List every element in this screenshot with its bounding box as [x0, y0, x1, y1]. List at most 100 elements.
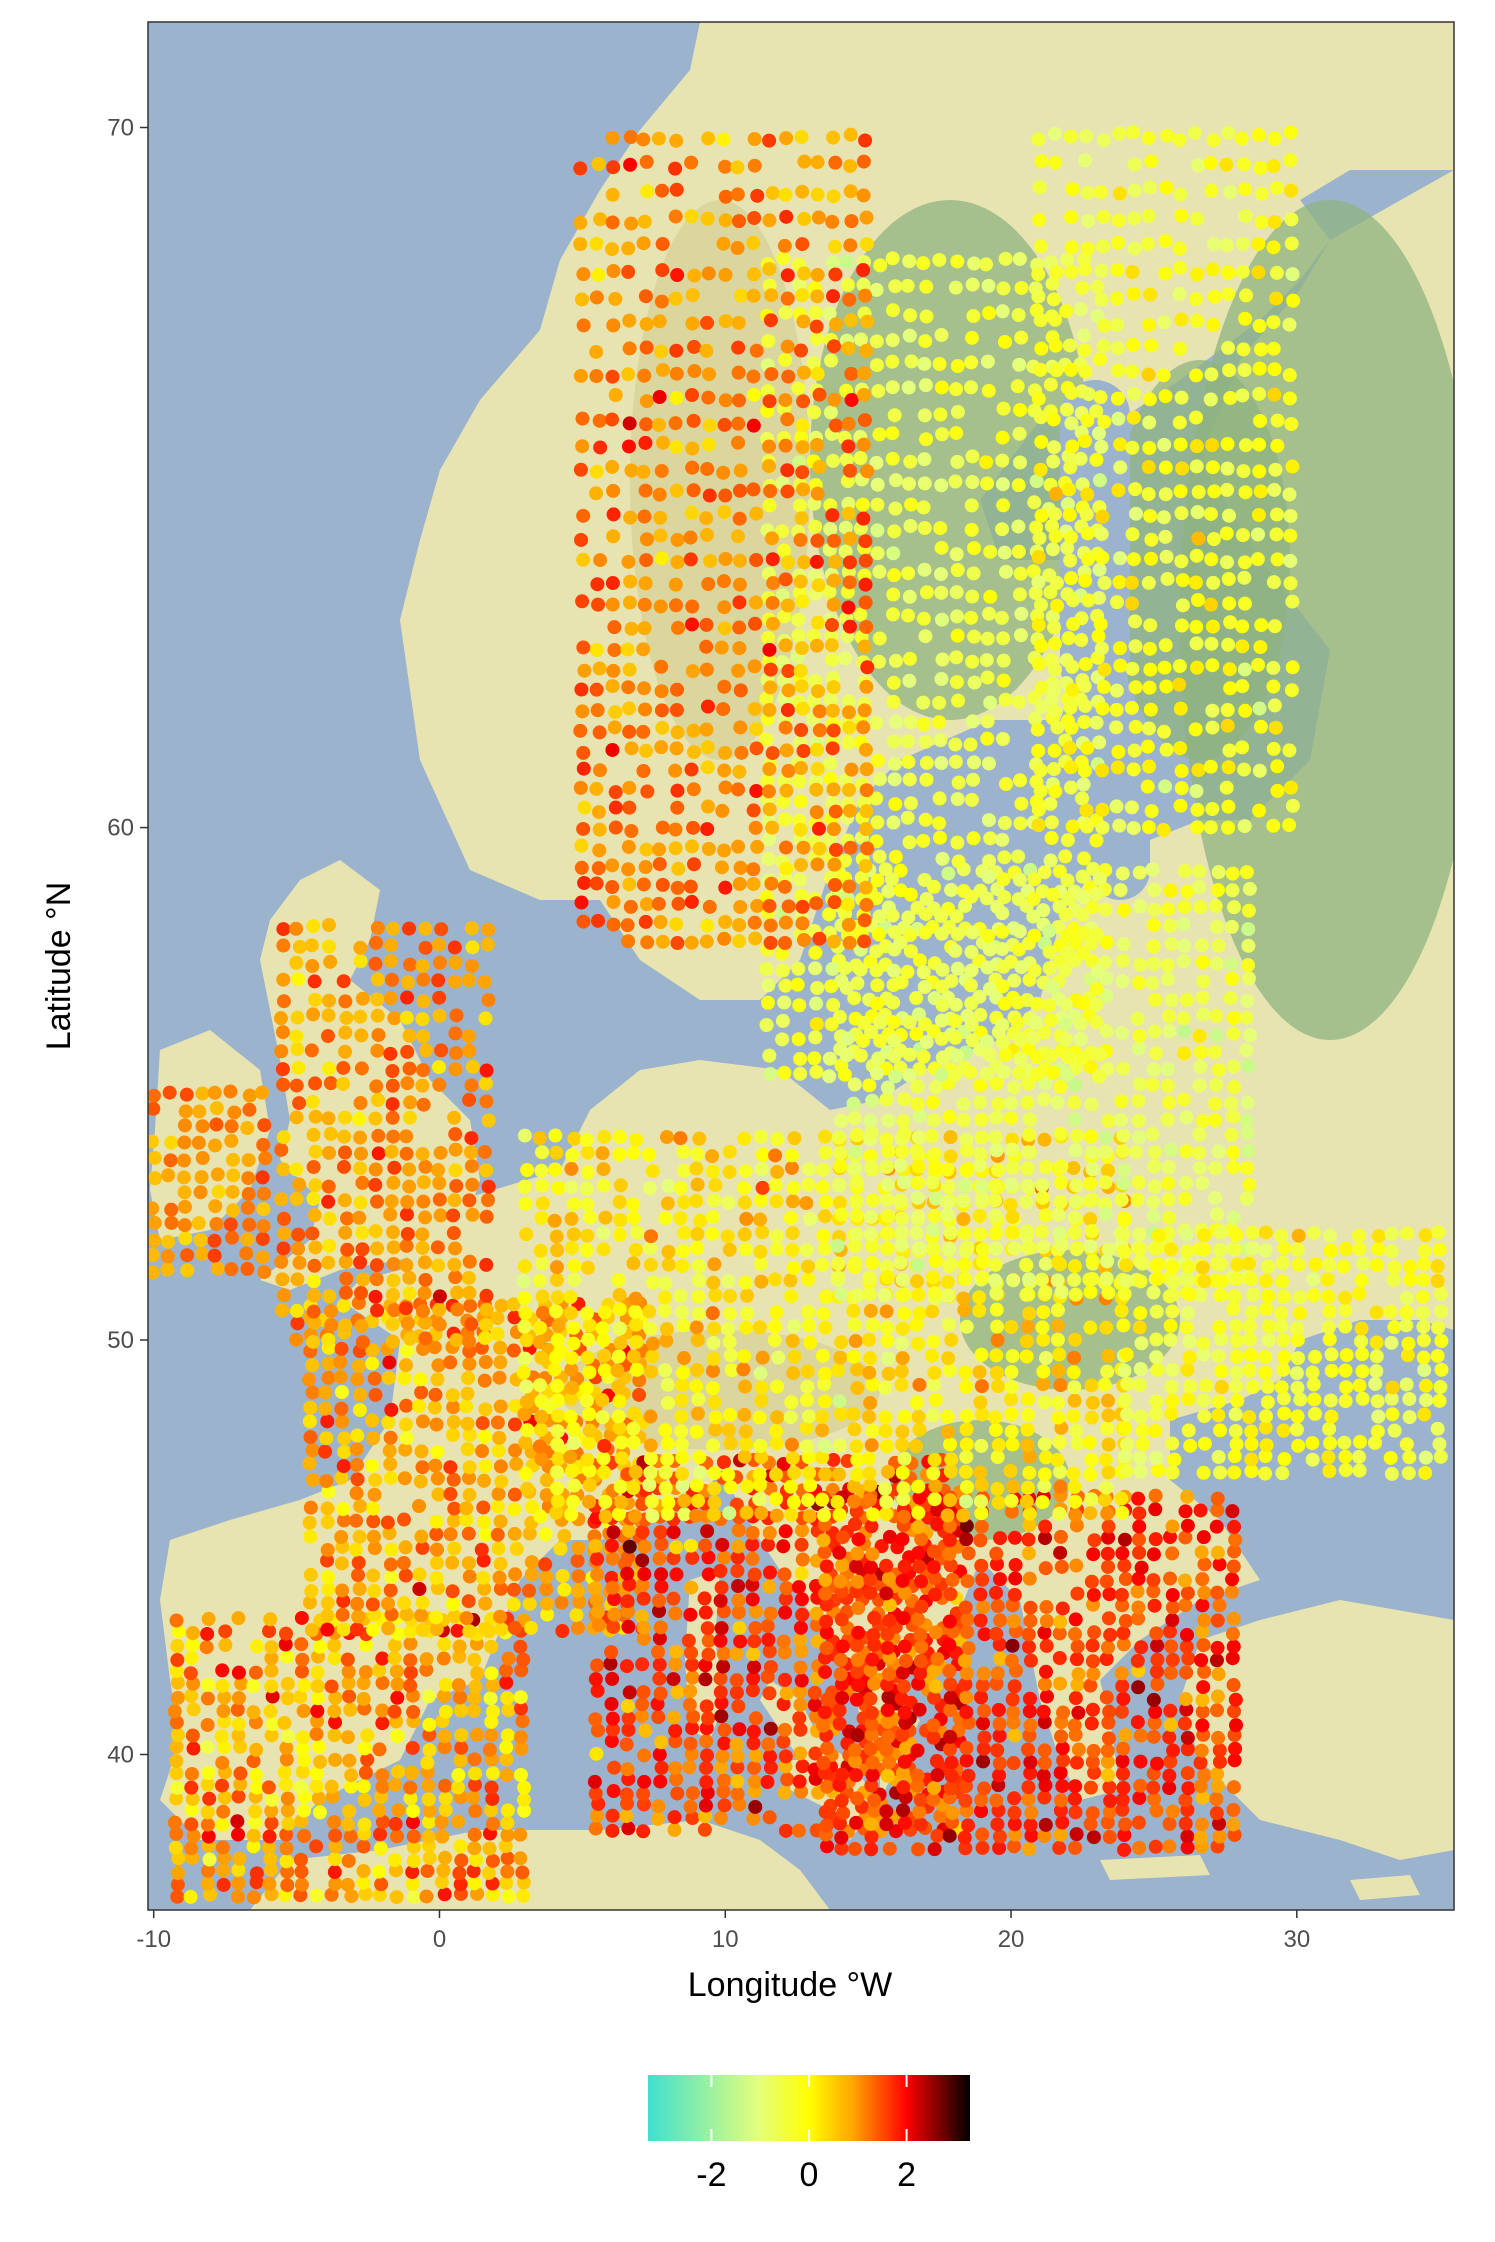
- station-point: [231, 1611, 246, 1626]
- station-point: [368, 1111, 383, 1126]
- station-point: [763, 1760, 778, 1775]
- station-point: [620, 1604, 635, 1619]
- station-point: [959, 1740, 974, 1755]
- station-point: [993, 1572, 1008, 1587]
- station-point: [433, 1145, 448, 1160]
- station-point: [713, 1671, 728, 1686]
- station-point: [1258, 1449, 1273, 1464]
- station-point: [306, 1007, 321, 1022]
- station-point: [964, 1017, 979, 1032]
- station-point: [975, 1840, 990, 1855]
- station-point: [386, 1257, 401, 1272]
- station-point: [778, 1759, 793, 1774]
- station-point: [950, 927, 965, 942]
- station-point: [659, 1322, 674, 1337]
- station-point: [717, 1550, 732, 1565]
- station-point: [926, 1730, 941, 1745]
- station-point: [446, 1400, 461, 1415]
- station-point: [916, 717, 931, 732]
- station-point: [989, 1143, 1004, 1158]
- station-point: [606, 1525, 621, 1540]
- station-point: [481, 1193, 496, 1208]
- station-point: [912, 1490, 927, 1505]
- station-point: [762, 1048, 777, 1063]
- station-point: [776, 251, 791, 266]
- station-point: [674, 1393, 689, 1408]
- station-point: [762, 1810, 777, 1825]
- station-point: [589, 642, 604, 657]
- station-point: [1004, 1653, 1019, 1668]
- station-point: [582, 1463, 597, 1478]
- station-point: [571, 1583, 586, 1598]
- station-point: [1131, 1491, 1146, 1506]
- station-point: [1162, 1095, 1177, 1110]
- station-point: [692, 1131, 707, 1146]
- station-point: [1197, 1409, 1212, 1424]
- station-point: [384, 1144, 399, 1159]
- station-point: [303, 1400, 318, 1415]
- station-point: [279, 1626, 294, 1641]
- station-point: [493, 1581, 508, 1596]
- station-point: [596, 1333, 611, 1348]
- station-point: [948, 280, 963, 295]
- station-point: [1134, 1640, 1149, 1655]
- station-point: [415, 1240, 430, 1255]
- land-anatolia: [1180, 1600, 1454, 1860]
- station-point: [605, 1551, 620, 1566]
- station-point: [1021, 1076, 1036, 1091]
- station-point: [1135, 1423, 1150, 1438]
- station-point: [415, 1414, 430, 1429]
- station-point: [1150, 1652, 1165, 1667]
- station-point: [1212, 1598, 1227, 1613]
- station-point: [276, 1130, 291, 1145]
- station-point: [383, 1046, 398, 1061]
- station-point: [983, 544, 998, 559]
- station-point: [1084, 1410, 1099, 1425]
- station-point: [397, 1596, 412, 1611]
- station-point: [949, 909, 964, 924]
- station-point: [1418, 1228, 1433, 1243]
- station-point: [1352, 1242, 1367, 1257]
- station-point: [438, 1677, 453, 1692]
- station-point: [431, 973, 446, 988]
- station-point: [903, 928, 918, 943]
- station-point: [685, 1550, 700, 1565]
- station-point: [1197, 1664, 1212, 1679]
- station-point: [1014, 606, 1029, 621]
- station-point: [1067, 1350, 1082, 1365]
- station-point: [818, 1289, 833, 1304]
- station-point: [1100, 1421, 1115, 1436]
- station-point: [879, 1558, 894, 1573]
- station-point: [935, 979, 950, 994]
- station-point: [762, 1525, 777, 1540]
- station-point: [612, 1194, 627, 1209]
- station-point: [1146, 1692, 1161, 1707]
- station-point: [995, 1017, 1010, 1032]
- station-point: [513, 1639, 528, 1654]
- station-point: [974, 1558, 989, 1573]
- station-point: [1038, 1519, 1053, 1534]
- station-point: [1133, 1728, 1148, 1743]
- station-point: [352, 1112, 367, 1127]
- station-point: [276, 972, 291, 987]
- station-point: [913, 1817, 928, 1832]
- station-point: [794, 1537, 809, 1552]
- station-point: [168, 1840, 183, 1855]
- station-point: [302, 1372, 317, 1387]
- station-point: [445, 1597, 460, 1612]
- station-point: [432, 1077, 447, 1092]
- station-point: [476, 1570, 491, 1585]
- station-point: [810, 980, 825, 995]
- station-point: [800, 1364, 815, 1379]
- station-point: [658, 1423, 673, 1438]
- station-point: [722, 1506, 737, 1521]
- station-point: [1227, 900, 1242, 915]
- station-point: [186, 1676, 201, 1691]
- station-point: [605, 576, 620, 591]
- station-point: [464, 1317, 479, 1332]
- station-point: [241, 1187, 256, 1202]
- station-point: [864, 1829, 879, 1844]
- station-point: [803, 1335, 818, 1350]
- station-point: [668, 1761, 683, 1776]
- station-point: [1241, 922, 1256, 937]
